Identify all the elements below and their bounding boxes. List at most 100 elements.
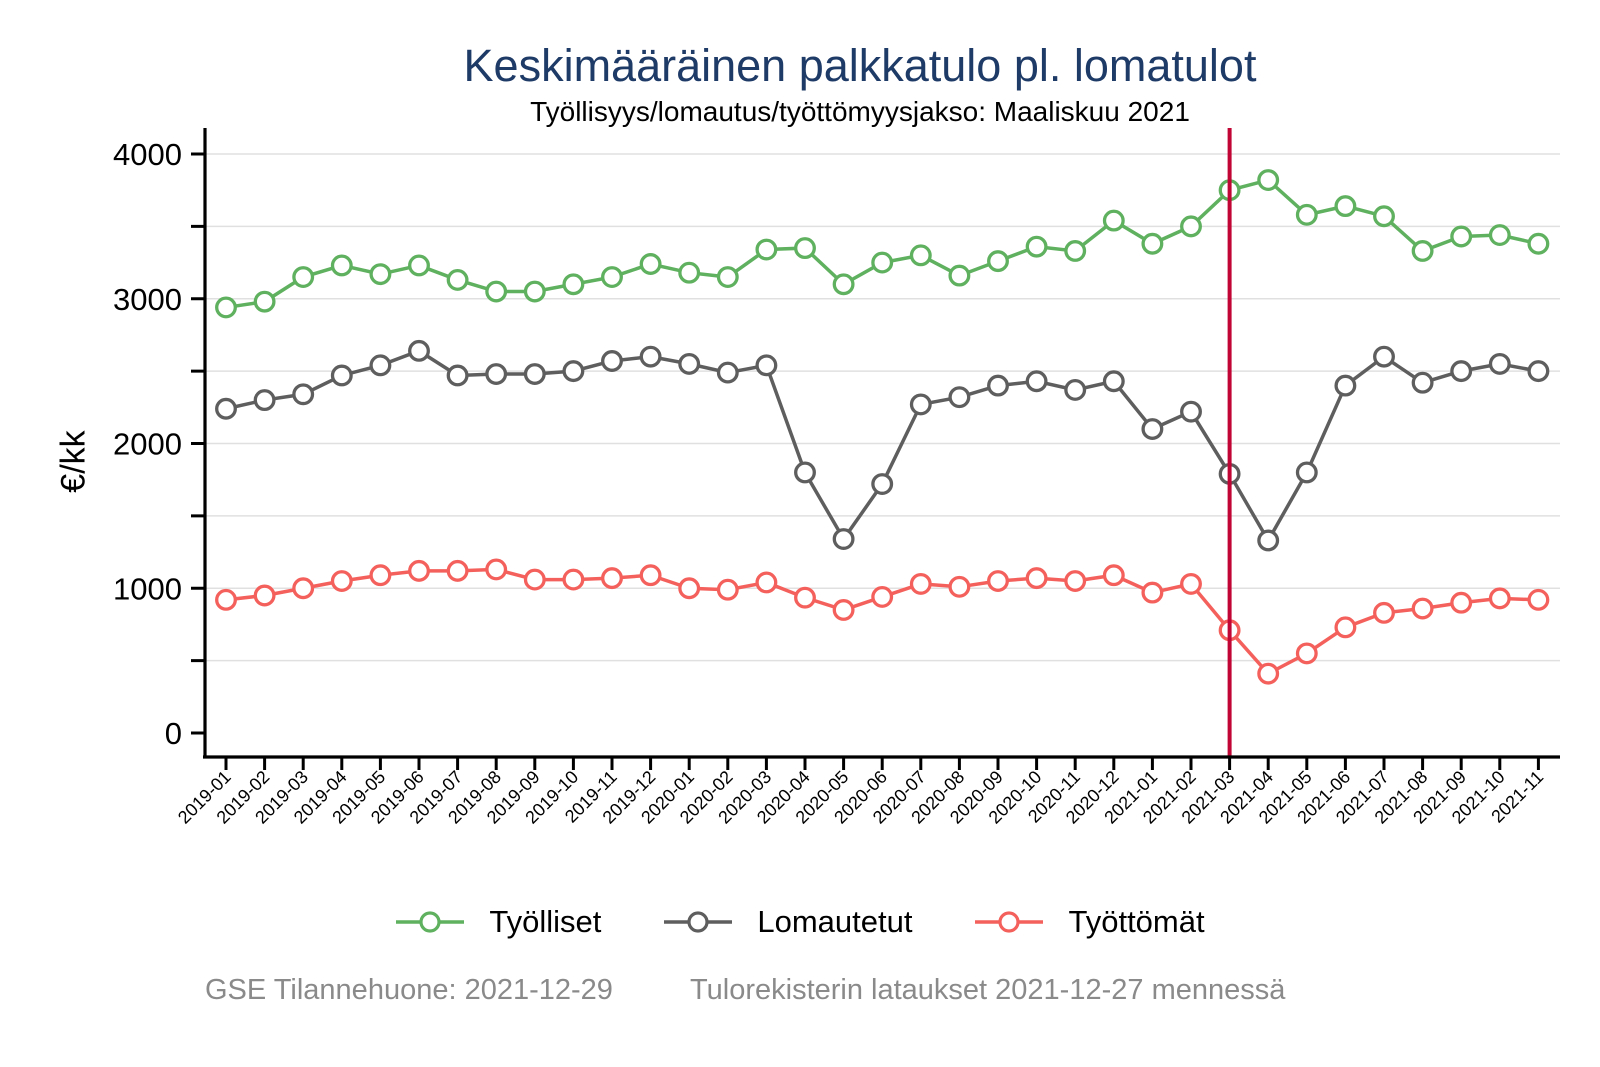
data-point-marker [1102, 370, 1125, 393]
data-point-marker [1373, 601, 1395, 624]
data-point-marker [408, 559, 430, 582]
legend-marker-icon [664, 911, 733, 933]
data-point-marker [562, 568, 585, 591]
y-tick-label: 4000 [113, 137, 182, 172]
data-point-marker [909, 244, 932, 267]
data-point-marker [1180, 215, 1202, 238]
data-point-marker [794, 237, 816, 260]
legend-circle [687, 911, 709, 933]
legend-circle [998, 911, 1021, 933]
data-point-marker [1295, 461, 1318, 484]
y-tick-label: 0 [165, 716, 182, 751]
data-point-marker [832, 528, 855, 550]
data-point-marker [253, 290, 276, 313]
data-point-marker [755, 238, 778, 261]
data-point-marker [1025, 370, 1048, 393]
data-point-marker [253, 389, 276, 412]
data-point-marker [871, 585, 894, 608]
legend-marker-icon [396, 911, 465, 933]
data-point-marker [1373, 345, 1395, 368]
data-point-marker [1488, 224, 1511, 247]
legend-marker-icon [975, 911, 1044, 933]
data-point-marker [253, 584, 276, 607]
data-point-marker [330, 364, 353, 387]
legend-label: Lomautetut [757, 904, 913, 939]
data-point-marker [1257, 662, 1280, 685]
y-tick-label: 1000 [113, 571, 182, 606]
legend-item-työttömät: Työttömät [974, 904, 1205, 940]
data-point-marker [485, 558, 508, 581]
data-point-marker [215, 588, 237, 611]
chart-title: Keskimääräinen palkkatulo pl. lomatulot [463, 40, 1257, 91]
data-point-marker [330, 570, 353, 592]
data-point-marker [408, 254, 430, 277]
data-point-marker [948, 264, 971, 287]
data-point-marker [1488, 352, 1511, 375]
data-point-marker [639, 345, 662, 368]
data-point-marker [794, 586, 816, 609]
data-point-marker [1141, 581, 1164, 604]
legend-item-työlliset: Työlliset [395, 904, 601, 940]
data-point-marker [1450, 591, 1473, 614]
chart-subtitle: Työllisyys/lomautus/työttömyysjakso: Maa… [530, 96, 1190, 127]
data-point-marker [523, 280, 546, 303]
data-point-marker [601, 266, 623, 288]
data-point-marker [1295, 203, 1318, 226]
data-point-marker [1373, 205, 1395, 228]
data-point-marker [215, 397, 237, 420]
data-point-marker [408, 339, 430, 362]
data-point-marker [1064, 378, 1087, 401]
data-point-marker [1257, 529, 1280, 552]
data-point-marker [1180, 400, 1202, 423]
data-point-marker [215, 296, 237, 319]
data-point-marker [1295, 642, 1318, 665]
data-point-marker [292, 383, 315, 406]
data-point-marker [987, 250, 1009, 273]
data-point-marker [755, 354, 778, 377]
data-point-marker [639, 253, 662, 275]
data-point-marker [446, 268, 469, 291]
data-point-marker [446, 559, 469, 582]
data-point-marker [794, 461, 816, 484]
data-point-marker [716, 361, 739, 384]
data-point-marker [1025, 235, 1048, 258]
data-point-marker [1025, 567, 1048, 590]
data-point-marker [1488, 587, 1511, 610]
data-point-marker [987, 374, 1009, 397]
data-point-marker [987, 570, 1009, 592]
data-point-marker [1102, 564, 1125, 587]
data-point-marker [1527, 588, 1550, 611]
data-point-marker [1102, 209, 1125, 232]
data-point-marker [1411, 240, 1434, 262]
data-point-marker [716, 578, 739, 601]
data-point-marker [639, 564, 662, 587]
legend-circle [419, 911, 441, 933]
data-point-marker [485, 363, 508, 385]
y-tick-label: 2000 [113, 427, 182, 462]
data-point-marker [871, 473, 894, 495]
data-point-marker [1527, 232, 1550, 255]
data-point-marker [330, 254, 353, 277]
data-point-marker [1334, 195, 1357, 218]
data-point-marker [909, 572, 932, 595]
data-point-marker [1334, 374, 1357, 397]
legend-label: Työlliset [489, 904, 602, 939]
footer-note-data: Tulorekisterin lataukset 2021-12-27 menn… [690, 974, 1286, 1006]
data-point-marker [562, 273, 585, 296]
data-point-marker [562, 360, 585, 383]
data-point-marker [1064, 570, 1087, 592]
data-point-marker [832, 599, 855, 621]
data-point-marker [292, 577, 315, 600]
data-point-marker [948, 386, 971, 409]
data-point-marker [1450, 225, 1473, 248]
data-point-marker [369, 564, 392, 587]
data-point-marker [1527, 360, 1550, 383]
data-point-marker [909, 393, 932, 416]
data-point-marker [678, 352, 701, 375]
data-point-marker [755, 571, 778, 594]
data-point-marker [601, 350, 623, 372]
data-point-marker [948, 575, 971, 598]
data-point-marker [1334, 616, 1357, 639]
data-point-marker [1411, 371, 1434, 394]
data-point-marker [871, 251, 894, 274]
